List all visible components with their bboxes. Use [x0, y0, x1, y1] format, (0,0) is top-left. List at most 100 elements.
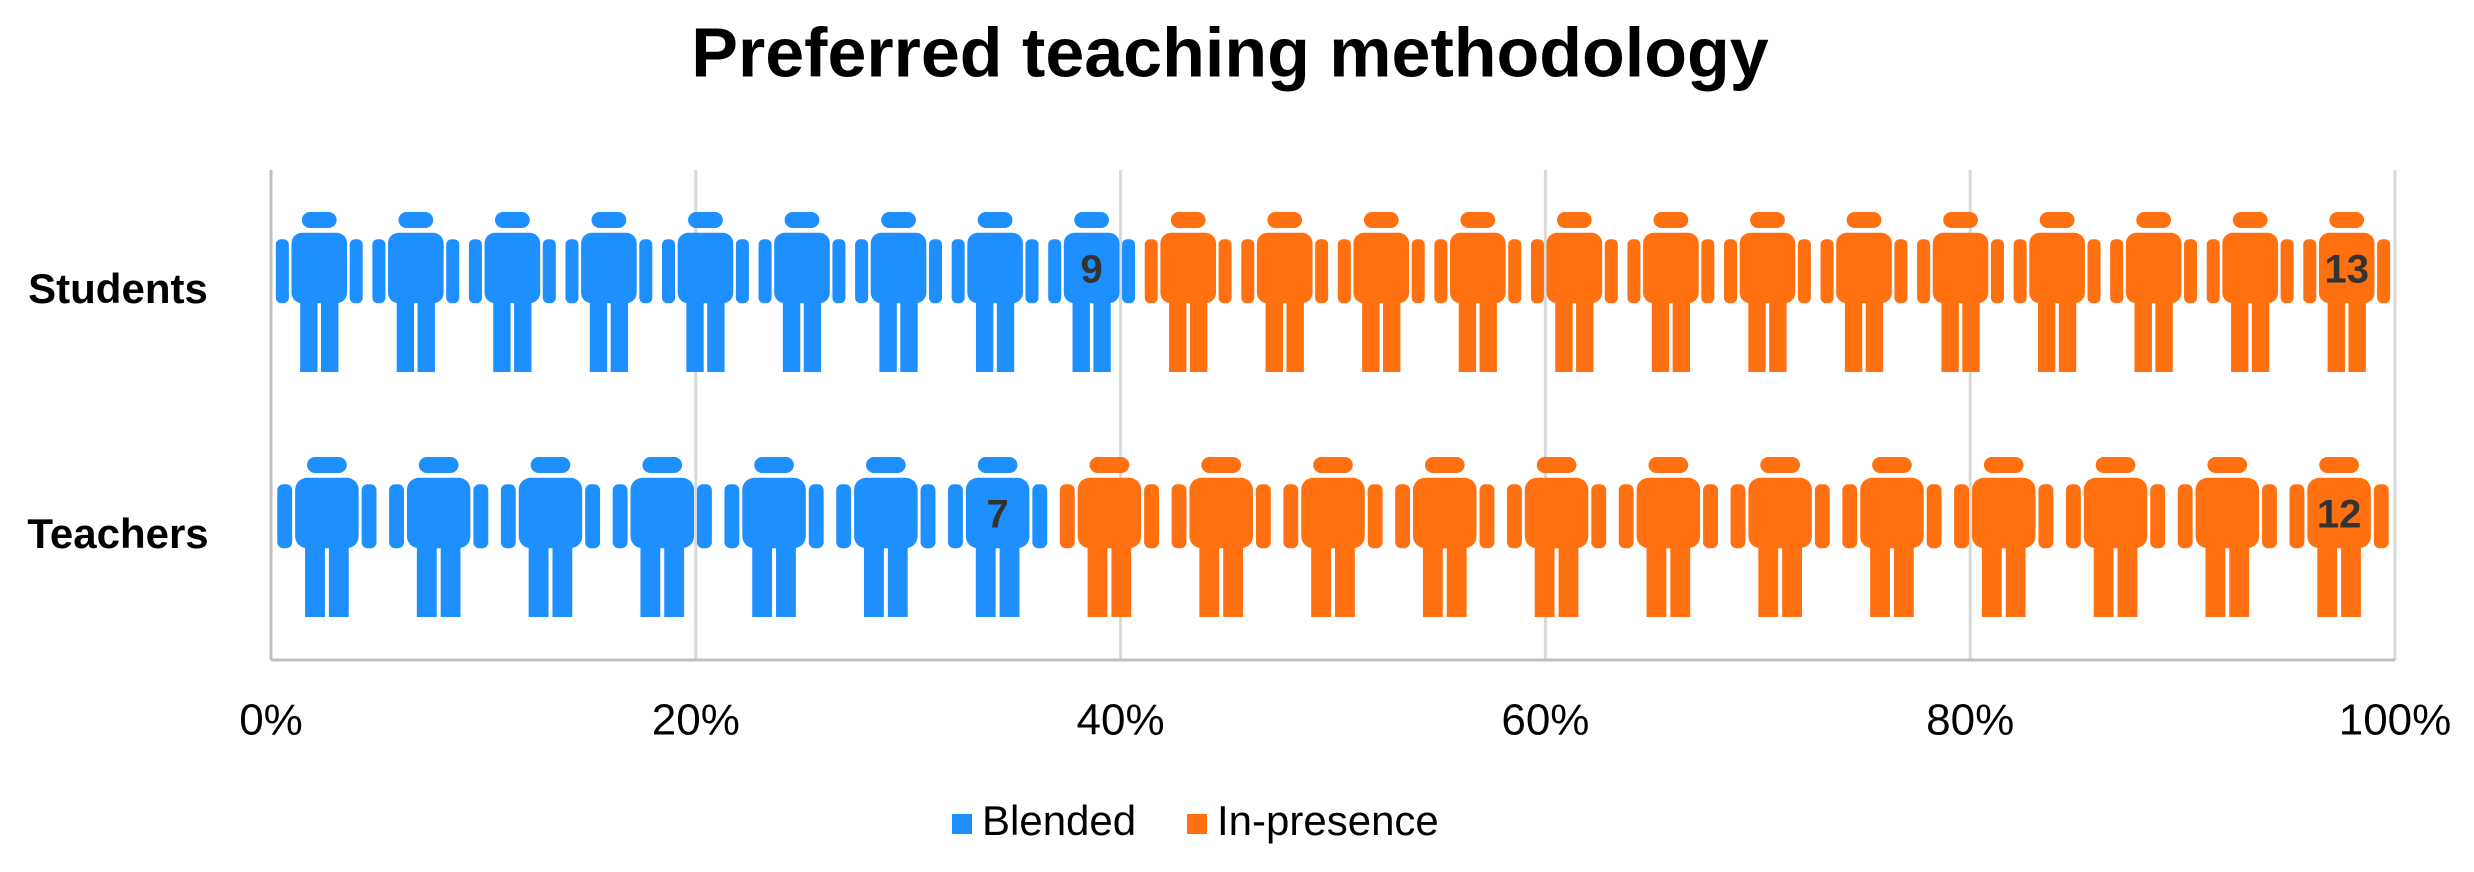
- person-leg: [707, 292, 725, 372]
- person-arm: [389, 484, 404, 549]
- person-arm: [1434, 239, 1448, 304]
- person-leg: [996, 292, 1015, 372]
- person-arm: [2184, 239, 2198, 304]
- person-leg: [2037, 292, 2056, 372]
- person-torso: [2083, 477, 2148, 549]
- person-arm: [277, 484, 293, 549]
- person-torso: [1836, 232, 1892, 304]
- person-head: [2207, 457, 2248, 473]
- person-arm: [2110, 239, 2124, 304]
- person-head: [1089, 457, 1130, 473]
- person-arm: [2289, 484, 2305, 549]
- person-leg: [1555, 292, 1573, 372]
- person-torso: [967, 232, 1023, 304]
- person-arm: [2150, 484, 2166, 549]
- person-arm: [1508, 239, 1522, 304]
- legend-swatch: [952, 814, 972, 834]
- person-arm: [855, 239, 869, 304]
- person-leg: [328, 537, 349, 617]
- person-leg: [2341, 537, 2361, 617]
- x-tick-label: 80%: [1926, 696, 2014, 745]
- person-head: [1313, 457, 1353, 473]
- person-arm: [542, 239, 556, 304]
- person-leg: [1334, 537, 1355, 617]
- person-leg: [1311, 537, 1332, 617]
- person-leg: [2005, 537, 2026, 617]
- person-torso: [2125, 232, 2182, 304]
- person-leg: [776, 537, 796, 617]
- person-leg: [686, 292, 704, 372]
- person-torso: [965, 477, 1030, 549]
- person-arm: [612, 484, 628, 549]
- person-arm: [2303, 239, 2317, 304]
- person-arm: [565, 239, 579, 304]
- data-label: 12: [2317, 493, 2362, 537]
- person-head: [1170, 212, 1206, 228]
- person-head: [1460, 212, 1496, 228]
- person-arm: [1059, 484, 1075, 549]
- person-torso: [1256, 232, 1313, 304]
- person-arm: [1395, 484, 1411, 549]
- person-torso: [1301, 477, 1365, 549]
- person-leg: [2251, 292, 2270, 372]
- person-leg: [552, 537, 573, 617]
- person-leg: [1844, 292, 1863, 372]
- person-head: [1760, 457, 1800, 473]
- person-arm: [1122, 239, 1136, 304]
- person-leg: [1458, 292, 1477, 372]
- person-head: [866, 457, 906, 473]
- person-head: [1750, 212, 1785, 228]
- person-torso: [2029, 232, 2085, 304]
- person-arm: [2038, 484, 2054, 549]
- person-arm: [1618, 484, 1634, 549]
- person-head: [2232, 212, 2268, 228]
- person-leg: [528, 537, 549, 617]
- person-head: [2136, 212, 2172, 228]
- person-leg: [640, 537, 661, 617]
- y-tick-label: Students: [28, 265, 208, 312]
- person-torso: [295, 477, 359, 549]
- person-leg: [1672, 292, 1691, 372]
- person-torso: [2222, 232, 2278, 304]
- x-tick-label: 20%: [652, 696, 740, 745]
- person-leg: [589, 292, 608, 372]
- person-arm: [1144, 239, 1158, 304]
- person-leg: [1422, 537, 1443, 617]
- person-leg: [2348, 292, 2366, 372]
- person-leg: [1189, 292, 1208, 372]
- person-arm: [372, 239, 386, 304]
- person-torso: [1932, 232, 1989, 304]
- person-leg: [1479, 292, 1497, 372]
- bar-segment: [275, 212, 1136, 372]
- data-label: 13: [2324, 248, 2369, 292]
- person-leg: [999, 537, 1020, 617]
- legend-label: Blended: [982, 797, 1136, 844]
- person-leg: [305, 537, 325, 617]
- person-arm: [1724, 239, 1738, 304]
- person-head: [1943, 212, 1978, 228]
- person-torso: [1353, 232, 1410, 304]
- person-leg: [975, 292, 994, 372]
- person-head: [1648, 457, 1689, 473]
- person-leg: [321, 292, 339, 372]
- person-arm: [1926, 484, 1942, 549]
- person-leg: [1981, 537, 2002, 617]
- person-leg: [2229, 537, 2250, 617]
- person-head: [1983, 457, 2024, 473]
- person-arm: [758, 239, 772, 304]
- person-torso: [1739, 232, 1796, 304]
- person-leg: [493, 292, 511, 372]
- person-arm: [951, 239, 965, 304]
- person-arm: [1730, 484, 1746, 549]
- person-torso: [677, 232, 734, 304]
- person-arm: [2013, 239, 2027, 304]
- person-leg: [1087, 537, 1108, 617]
- person-leg: [975, 537, 996, 617]
- person-torso: [1413, 477, 1477, 549]
- person-torso: [1748, 477, 1812, 549]
- person-arm: [1144, 484, 1160, 549]
- person-arm: [920, 484, 936, 549]
- person-head: [784, 212, 820, 228]
- person-leg: [1223, 537, 1244, 617]
